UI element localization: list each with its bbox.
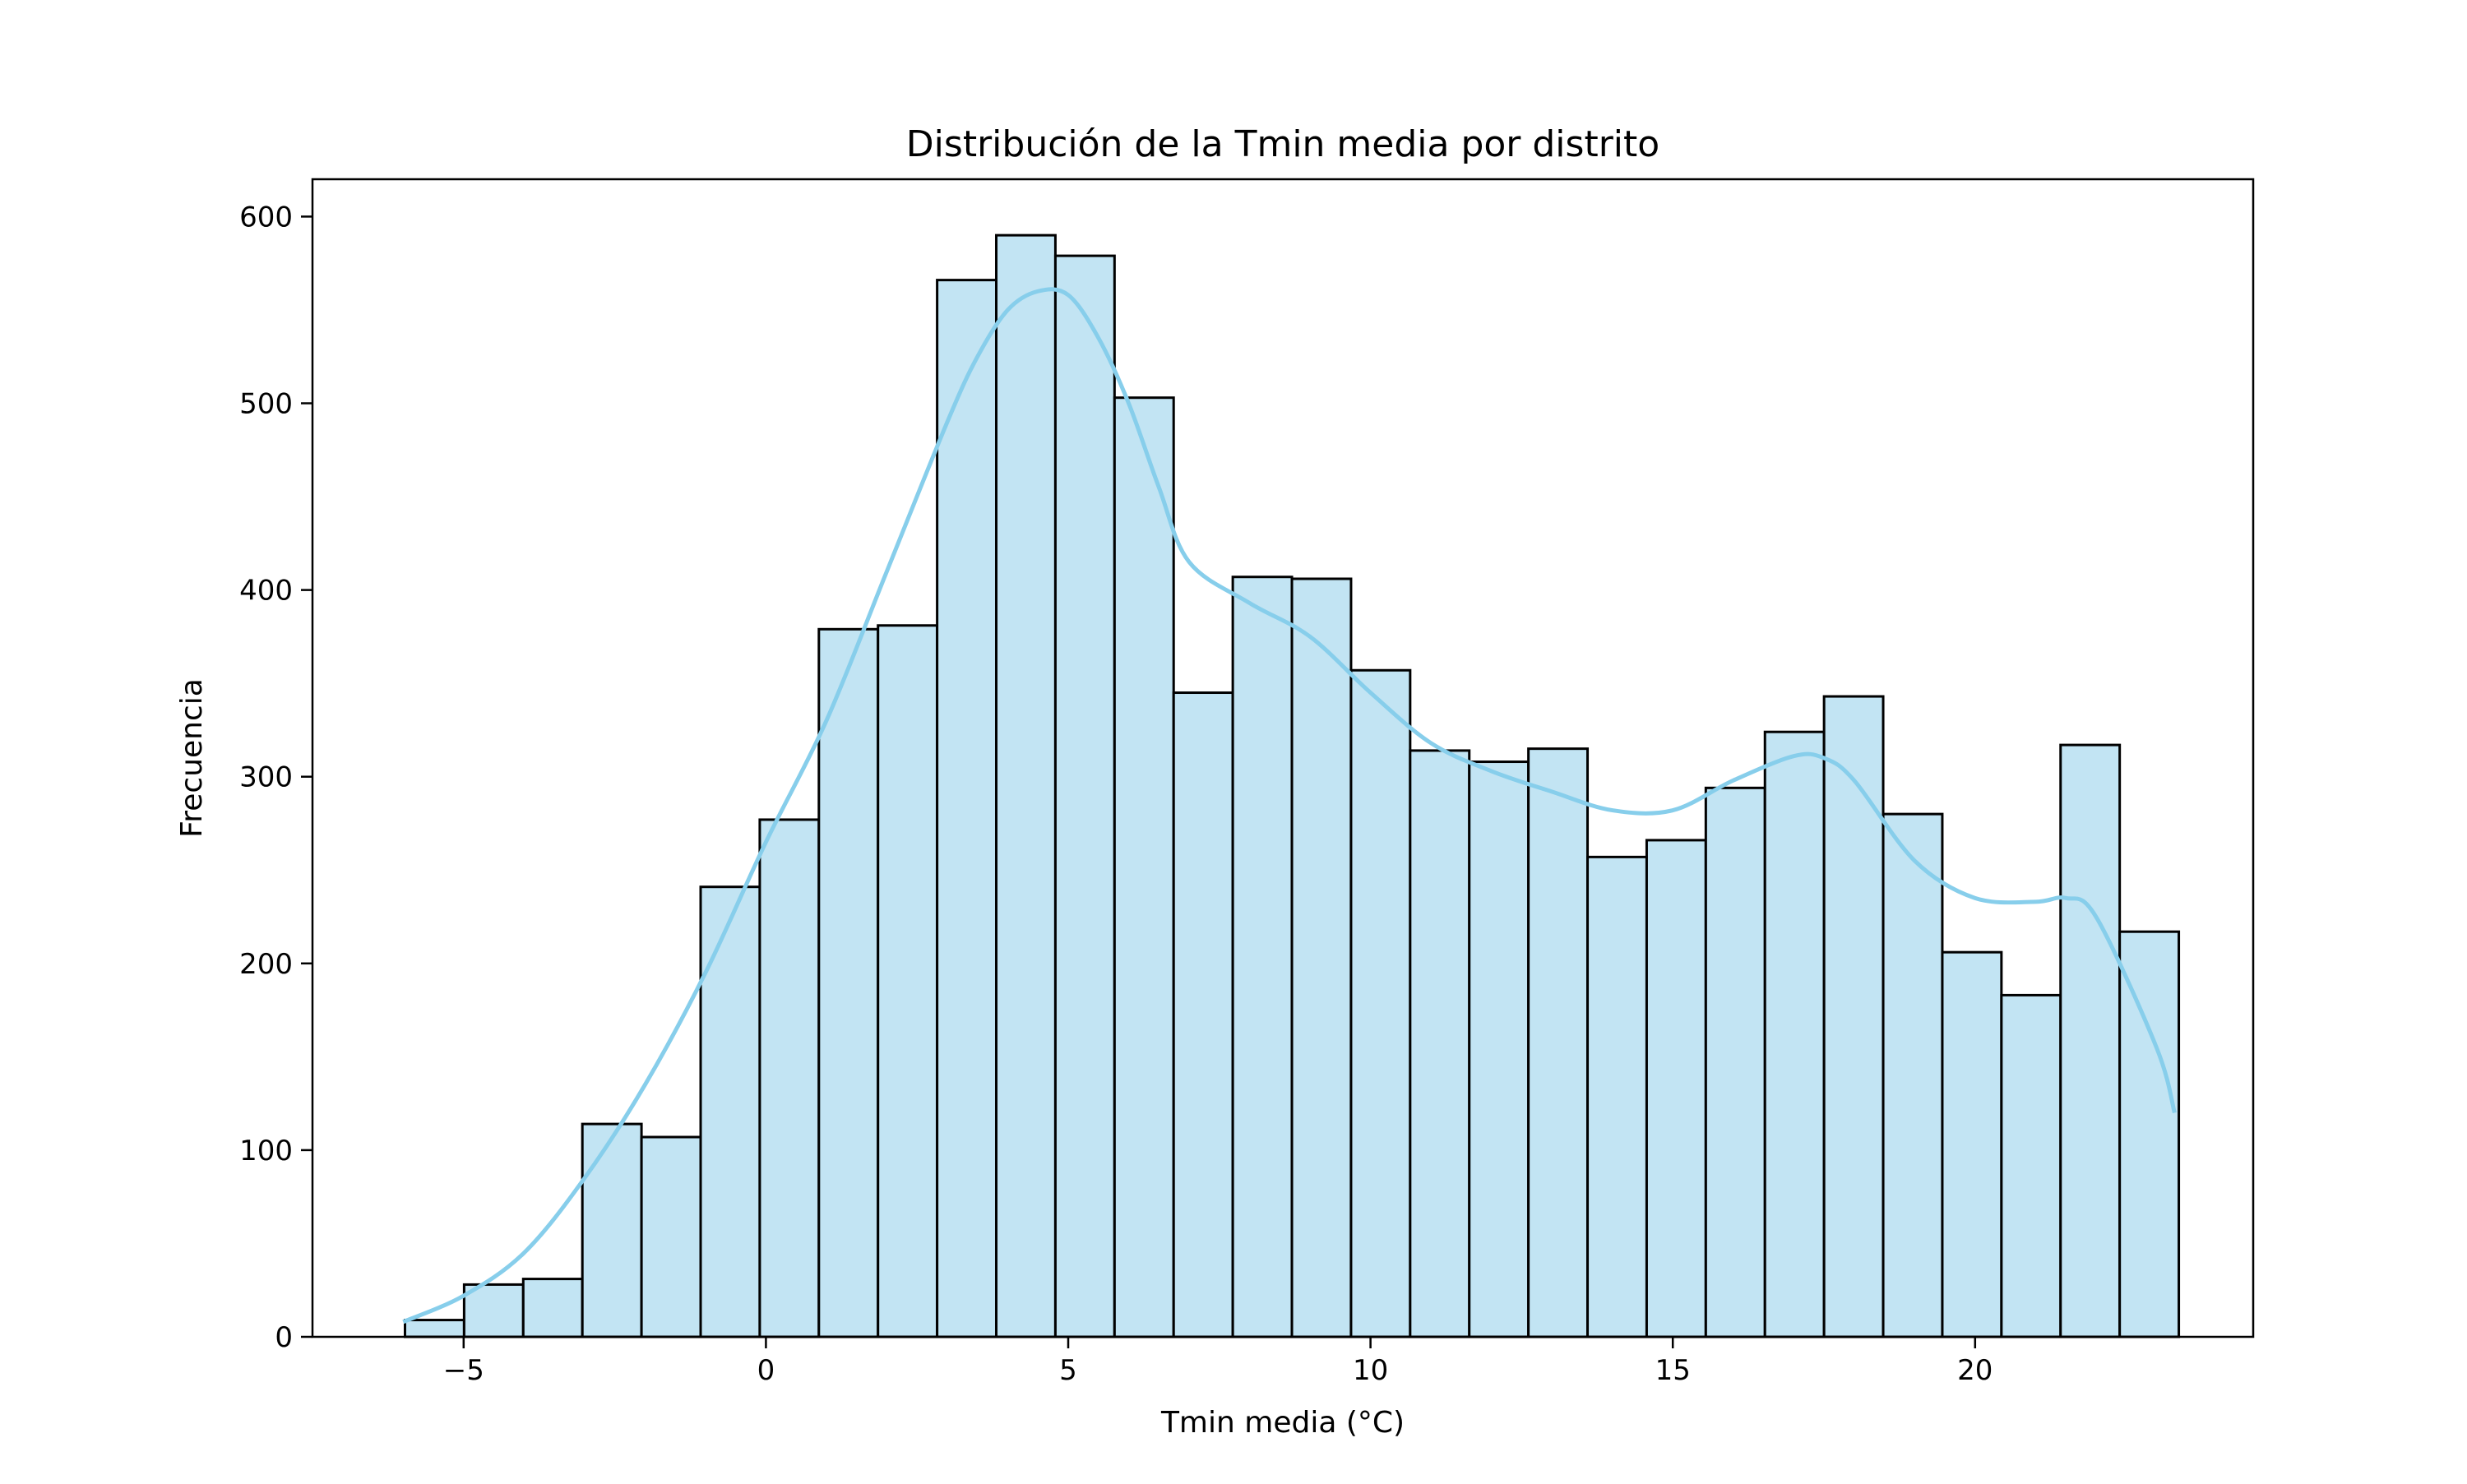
histogram-bar <box>877 624 939 1338</box>
x-tick-label: 10 <box>1353 1354 1388 1387</box>
histogram-bar <box>936 279 998 1338</box>
histogram-bar <box>1409 749 1471 1338</box>
y-tick-label: 500 <box>239 388 293 421</box>
chart-title: Distribución de la Tmin media por distri… <box>906 123 1659 165</box>
histogram-bar <box>758 818 821 1338</box>
histogram-bar <box>1704 786 1766 1338</box>
histogram-bar <box>581 1122 643 1338</box>
x-tick-label: 0 <box>757 1354 775 1387</box>
histogram-bar <box>1290 577 1353 1338</box>
x-axis-ticks: −5 0 5 10 15 20 <box>443 1337 1993 1387</box>
y-axis-ticks: 0 100 200 300 400 500 600 <box>239 201 312 1354</box>
histogram-bar <box>403 1319 465 1338</box>
bars-layer <box>403 233 2181 1338</box>
histogram-bar <box>995 233 1057 1338</box>
histogram-bar <box>1822 695 1885 1338</box>
y-tick-label: 400 <box>239 575 293 608</box>
y-tick-label: 300 <box>239 761 293 794</box>
histogram-bar <box>1763 730 1826 1338</box>
x-tick-label: 15 <box>1655 1354 1691 1387</box>
histogram-bar <box>1053 254 1116 1338</box>
plot-frame <box>311 178 2255 1338</box>
x-tick-label: −5 <box>443 1354 484 1387</box>
y-tick-label: 0 <box>275 1321 293 1354</box>
histogram-bar <box>2059 743 2122 1338</box>
histogram-bar <box>1231 576 1294 1338</box>
histogram-bar <box>817 627 880 1338</box>
histogram-bar <box>640 1135 702 1338</box>
x-tick-label: 5 <box>1059 1354 1077 1387</box>
y-tick-label: 200 <box>239 948 293 981</box>
histogram-bar <box>1941 950 2003 1338</box>
histogram-bar <box>699 885 761 1338</box>
y-axis-label: Frecuencia <box>175 678 209 838</box>
histogram-bar <box>1881 812 1944 1338</box>
histogram-bar <box>1172 691 1234 1338</box>
y-tick-label: 100 <box>239 1135 293 1167</box>
histogram-bar <box>1349 668 1412 1338</box>
histogram-bar <box>1468 760 1530 1338</box>
histogram-bar <box>2118 930 2181 1338</box>
histogram-bar <box>1113 396 1175 1338</box>
x-tick-label: 20 <box>1957 1354 1993 1387</box>
y-tick-label: 600 <box>239 201 293 233</box>
histogram-bar <box>1645 839 1707 1338</box>
histogram-bar <box>521 1278 584 1338</box>
kde-curve <box>402 287 2177 1325</box>
histogram-bar <box>2000 993 2062 1338</box>
x-axis-label: Tmin media (°C) <box>1160 1406 1405 1440</box>
histogram-bar <box>1527 747 1590 1338</box>
histogram-bar <box>1586 855 1648 1338</box>
